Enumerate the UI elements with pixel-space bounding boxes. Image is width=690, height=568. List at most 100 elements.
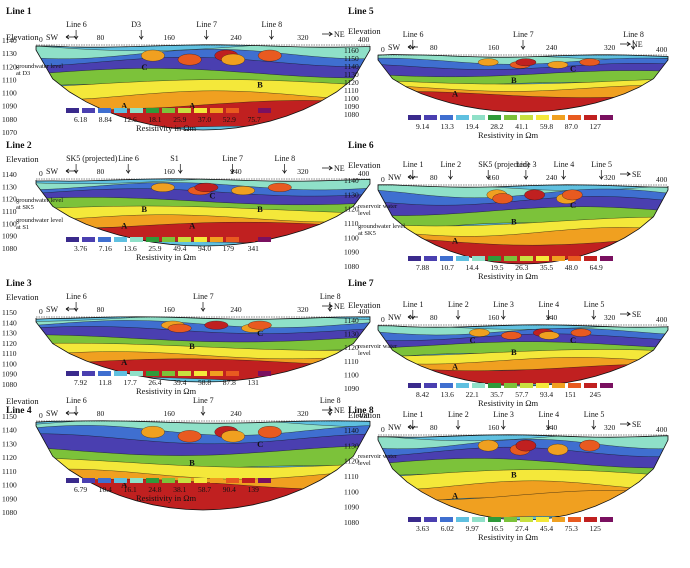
- legend-swatch: [258, 108, 271, 113]
- anomaly-patch: [570, 328, 592, 337]
- legend-swatch: [552, 383, 565, 388]
- elevation-tick-label: 1120: [2, 453, 17, 462]
- zone-label: B: [511, 347, 517, 357]
- line-marker-label: Line 6: [403, 30, 424, 39]
- legend-swatch: [440, 256, 453, 261]
- arrow-right-icon: [322, 407, 334, 413]
- elevation-tick-label: 1110: [2, 467, 17, 476]
- profile-panel: Line 7 Elevation 1140 1130 1120 1110 1100 1090 0…: [344, 279, 669, 408]
- distance-tick-label: 240: [230, 409, 242, 418]
- legend-value-label: 75.3: [565, 524, 578, 533]
- direction-right-label: SE: [632, 420, 641, 429]
- anomaly-patch: [151, 182, 175, 192]
- direction-left-label: SW: [46, 305, 58, 314]
- legend-value-label: 341: [248, 244, 260, 253]
- legend-value-label: 17.7: [124, 378, 137, 387]
- resistivity-axis-label: Resistivity in Ωm: [136, 252, 197, 262]
- resistivity-section: [36, 316, 370, 382]
- elevation-tick-label: 1130: [2, 329, 17, 338]
- legend-swatch: [472, 115, 485, 120]
- line-marker-label: Line 5: [584, 300, 605, 309]
- direction-left-label: NW: [388, 313, 402, 322]
- annotation-label: reservoir water: [358, 453, 398, 460]
- marker-arrow-icon: [269, 30, 274, 41]
- anomaly-patch: [515, 439, 537, 452]
- elevation-tick-label: 1120: [2, 339, 17, 348]
- distance-zero-label: 0: [381, 425, 385, 434]
- direction-right-label: SE: [632, 310, 641, 319]
- zone-label: C: [141, 62, 147, 72]
- elevation-tick-label: 1080: [344, 110, 359, 119]
- resistivity-axis-label: Resistivity in Ωm: [478, 398, 539, 408]
- legend-swatch: [98, 478, 111, 483]
- elevation-tick-label: 1150: [2, 308, 17, 317]
- distance-tick-label: 80: [430, 43, 438, 52]
- legend-value-label: 9.14: [416, 122, 429, 131]
- annotation-label: at SK5: [16, 204, 34, 211]
- section-outline: [377, 184, 669, 265]
- anomaly-patch: [247, 320, 272, 330]
- section-outline: [377, 434, 669, 521]
- line-marker-label: Line 8: [261, 20, 282, 29]
- elevation-label: Elevation: [6, 154, 39, 164]
- legend-swatch: [440, 517, 453, 522]
- anomaly-patch: [194, 182, 219, 192]
- legend-swatch: [146, 371, 159, 376]
- anomaly-patch: [267, 182, 292, 192]
- legend-swatch: [178, 108, 191, 113]
- legend-value-label: 139: [248, 485, 260, 494]
- marker-arrow-icon: [200, 406, 206, 417]
- zone-label: C: [257, 439, 263, 449]
- anomaly-patch: [257, 49, 282, 62]
- elevation-tick-label: 1130: [344, 330, 359, 339]
- distance-tick-label: 160: [164, 305, 176, 314]
- resistivity-axis-label: Resistivity in Ωm: [478, 532, 539, 542]
- legend-swatch: [472, 517, 485, 522]
- legend-swatch: [488, 383, 501, 388]
- line-marker-label: Line 7: [193, 292, 214, 301]
- distance-tick-label: 160: [164, 33, 176, 42]
- legend-value-label: 13.6: [124, 244, 137, 253]
- legend-swatch: [424, 256, 437, 261]
- direction-left-label: NW: [388, 173, 402, 182]
- elevation-tick-label: 1080: [2, 115, 17, 124]
- marker-arrow-icon: [410, 170, 416, 181]
- zone-label: A: [121, 100, 128, 110]
- marker-arrow-icon: [455, 310, 461, 321]
- line-marker-label: Line 1: [403, 410, 424, 419]
- legend-swatch: [536, 256, 549, 261]
- elevation-tick-label: 1100: [344, 233, 359, 242]
- legend-swatch: [210, 478, 223, 483]
- resistivity-section: [378, 184, 668, 264]
- legend-swatch: [210, 237, 223, 242]
- legend-swatch: [178, 371, 191, 376]
- distance-end-label: 400: [358, 307, 370, 316]
- marker-arrow-icon: [410, 420, 416, 431]
- legend-swatch: [178, 478, 191, 483]
- elevation-tick-label: 1140: [344, 62, 359, 71]
- elevation-label: Elevation: [6, 396, 39, 406]
- legend-swatch: [194, 478, 207, 483]
- elevation-tick-label: 1100: [2, 89, 17, 98]
- legend-swatch: [98, 371, 111, 376]
- elevation-tick-label: 1090: [344, 248, 359, 257]
- marker-arrow-icon: [520, 40, 526, 51]
- anomaly-patch: [177, 53, 202, 66]
- zone-label: B: [511, 470, 517, 480]
- legend-swatch: [408, 256, 421, 261]
- section-outline: [377, 54, 669, 113]
- legend-swatch: [242, 371, 255, 376]
- elevation-tick-label: 1090: [2, 102, 17, 111]
- marker-arrow-icon: [500, 310, 506, 321]
- legend-swatch: [130, 371, 143, 376]
- legend-value-label: 16.5: [490, 524, 503, 533]
- line-marker-label: Line 8: [274, 154, 295, 163]
- legend-swatch: [440, 383, 453, 388]
- legend-swatch: [82, 237, 95, 242]
- legend-swatch: [226, 108, 239, 113]
- elevation-tick-label: 1140: [2, 318, 17, 327]
- distance-tick-label: 80: [97, 409, 105, 418]
- zone-label: A: [452, 362, 459, 372]
- legend-swatch: [162, 371, 175, 376]
- zone-label: B: [257, 80, 263, 90]
